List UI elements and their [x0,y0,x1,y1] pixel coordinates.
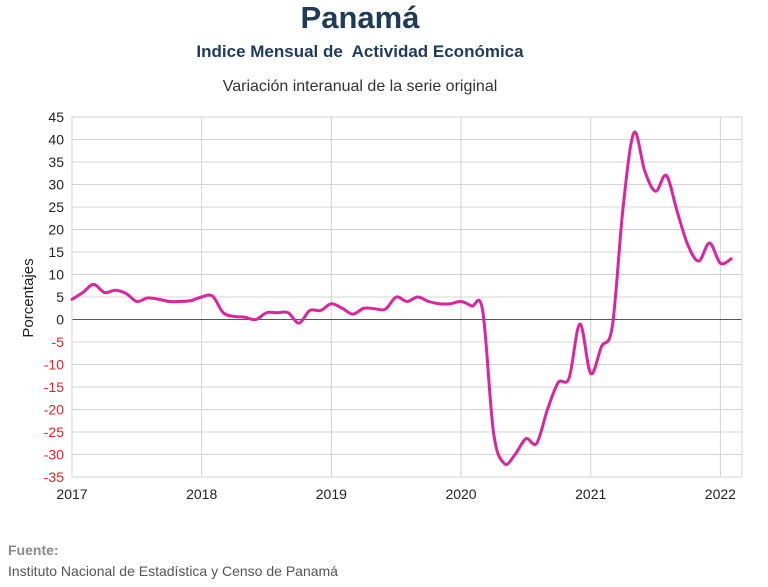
y-tick-label: 5 [56,289,64,305]
y-tick-label: 45 [48,109,64,125]
chart-title: Panamá [300,0,420,35]
x-tick-label: 2020 [445,486,476,502]
plot-frame [71,116,743,478]
chart-description: Variación interanual de la serie origina… [222,78,498,95]
y-tick-label: -30 [44,447,64,463]
source-text: Instituto Nacional de Estadística y Cens… [8,563,338,579]
y-tick-label: 30 [48,177,64,193]
chart-subtitle: Indice Mensual de Actividad Económica [196,42,524,61]
series-layer [70,130,733,466]
x-tick-label: 2021 [575,486,606,502]
y-tick-label: 15 [48,244,64,260]
grid [72,116,742,478]
line-chart: 454035302520151050-5-10-15-20-25-30-3520… [20,109,743,502]
y-tick-label: -5 [52,334,65,350]
axes [71,116,743,478]
series-line [70,130,733,466]
y-tick-label: -10 [44,357,64,373]
y-tick-label: 0 [56,312,64,328]
y-tick-label: 40 [48,132,64,148]
y-tick-label: 25 [48,199,64,215]
x-tick-label: 2022 [705,486,736,502]
y-axis-label: Porcentajes [20,258,37,337]
y-tick-label: -25 [44,424,64,440]
tick-labels: 454035302520151050-5-10-15-20-25-30-3520… [44,109,736,502]
x-tick-label: 2019 [316,486,347,502]
y-tick-label: -35 [44,469,64,485]
y-tick-label: 20 [48,222,64,238]
y-tick-label: -15 [44,379,64,395]
y-tick-label: 10 [48,267,64,283]
source-label: Fuente: [8,542,59,558]
y-tick-label: 35 [48,154,64,170]
x-tick-label: 2017 [56,486,87,502]
x-tick-label: 2018 [186,486,217,502]
y-tick-label: -20 [44,402,64,418]
